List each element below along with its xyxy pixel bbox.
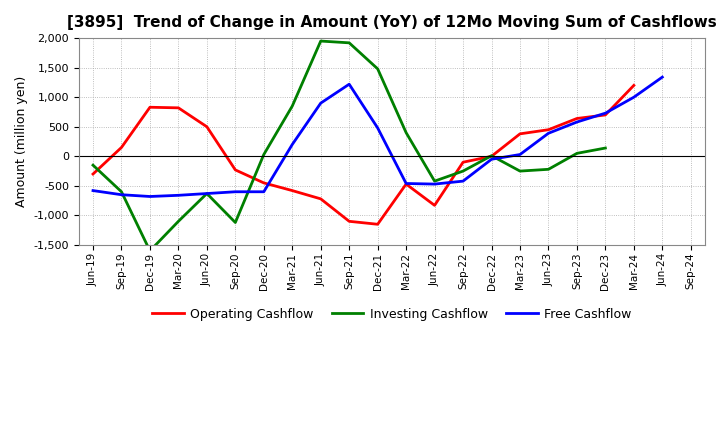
Operating Cashflow: [374, 222, 382, 227]
Free Cashflow: [316, 100, 325, 106]
Free Cashflow: [345, 81, 354, 87]
Investing Cashflow: [259, 152, 268, 157]
Free Cashflow: [288, 142, 297, 147]
Investing Cashflow: [374, 66, 382, 71]
Investing Cashflow: [231, 220, 240, 225]
Title: [3895]  Trend of Change in Amount (YoY) of 12Mo Moving Sum of Cashflows: [3895] Trend of Change in Amount (YoY) o…: [67, 15, 717, 30]
Operating Cashflow: [544, 127, 553, 132]
Operating Cashflow: [117, 145, 126, 150]
Free Cashflow: [145, 194, 154, 199]
Free Cashflow: [202, 191, 211, 196]
Line: Investing Cashflow: Investing Cashflow: [93, 41, 606, 251]
Operating Cashflow: [431, 203, 439, 208]
Operating Cashflow: [516, 131, 524, 136]
Investing Cashflow: [345, 40, 354, 45]
Investing Cashflow: [544, 167, 553, 172]
Investing Cashflow: [402, 130, 410, 136]
Investing Cashflow: [487, 153, 496, 158]
Y-axis label: Amount (million yen): Amount (million yen): [15, 76, 28, 207]
Investing Cashflow: [288, 103, 297, 109]
Operating Cashflow: [174, 105, 183, 110]
Free Cashflow: [374, 125, 382, 131]
Operating Cashflow: [288, 188, 297, 193]
Operating Cashflow: [402, 181, 410, 187]
Free Cashflow: [231, 189, 240, 194]
Investing Cashflow: [516, 169, 524, 174]
Free Cashflow: [658, 74, 667, 80]
Investing Cashflow: [431, 179, 439, 184]
Free Cashflow: [629, 95, 638, 100]
Free Cashflow: [259, 189, 268, 194]
Investing Cashflow: [89, 162, 97, 168]
Investing Cashflow: [601, 145, 610, 150]
Operating Cashflow: [316, 196, 325, 202]
Operating Cashflow: [487, 154, 496, 159]
Investing Cashflow: [174, 219, 183, 224]
Line: Free Cashflow: Free Cashflow: [93, 77, 662, 197]
Line: Operating Cashflow: Operating Cashflow: [93, 85, 634, 224]
Operating Cashflow: [89, 172, 97, 177]
Free Cashflow: [431, 181, 439, 187]
Operating Cashflow: [202, 124, 211, 129]
Operating Cashflow: [572, 116, 581, 121]
Operating Cashflow: [231, 167, 240, 172]
Investing Cashflow: [572, 151, 581, 156]
Free Cashflow: [487, 157, 496, 162]
Investing Cashflow: [117, 189, 126, 194]
Operating Cashflow: [629, 83, 638, 88]
Investing Cashflow: [145, 248, 154, 253]
Free Cashflow: [402, 181, 410, 186]
Free Cashflow: [117, 192, 126, 198]
Free Cashflow: [516, 152, 524, 157]
Investing Cashflow: [202, 191, 211, 196]
Operating Cashflow: [259, 180, 268, 186]
Investing Cashflow: [459, 169, 467, 174]
Legend: Operating Cashflow, Investing Cashflow, Free Cashflow: Operating Cashflow, Investing Cashflow, …: [148, 303, 636, 326]
Free Cashflow: [174, 193, 183, 198]
Free Cashflow: [544, 131, 553, 136]
Free Cashflow: [89, 188, 97, 193]
Free Cashflow: [459, 179, 467, 184]
Free Cashflow: [572, 119, 581, 125]
Operating Cashflow: [459, 160, 467, 165]
Operating Cashflow: [345, 219, 354, 224]
Operating Cashflow: [601, 112, 610, 117]
Operating Cashflow: [145, 105, 154, 110]
Free Cashflow: [601, 110, 610, 116]
Investing Cashflow: [316, 38, 325, 44]
